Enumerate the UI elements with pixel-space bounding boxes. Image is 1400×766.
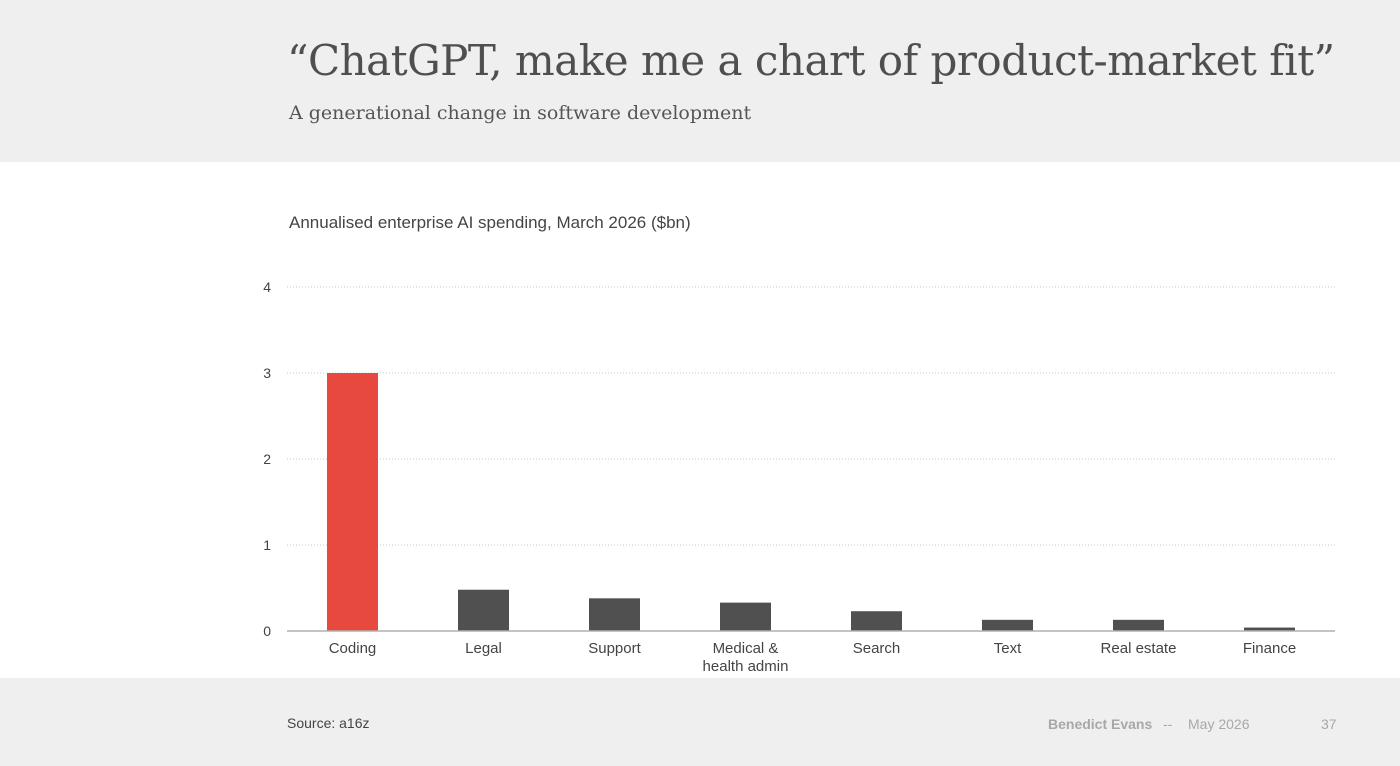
x-category-label: Legal (465, 640, 502, 657)
x-category-label: Medical & (713, 640, 779, 657)
page-number: 37 (1321, 716, 1337, 732)
chart-title: Annualised enterprise AI spending, March… (289, 213, 691, 232)
bar (458, 589, 509, 631)
x-category-label: Text (994, 640, 1022, 657)
y-tick-label: 0 (263, 623, 271, 639)
x-category-label: Finance (1243, 640, 1296, 657)
x-axis-labels: Coding Legal Support Medical &health admin S… (329, 640, 1296, 675)
footer-date: May 2026 (1188, 716, 1250, 732)
source-note: Source: a16z (287, 715, 370, 731)
bar (327, 373, 378, 631)
slide-subtitle: A generational change in software develo… (289, 102, 752, 124)
footer-author: Benedict Evans (1048, 716, 1153, 732)
bar (1244, 627, 1295, 631)
x-category-label: Support (588, 640, 641, 657)
x-category-label: Search (853, 640, 901, 657)
y-tick-label: 2 (263, 451, 271, 467)
footer-band (0, 678, 1400, 766)
header-band (0, 0, 1400, 162)
bar (982, 619, 1033, 631)
bars (327, 373, 1295, 631)
x-category-label: Coding (329, 640, 377, 657)
slide-title: “ChatGPT, make me a chart of product-mar… (287, 36, 1335, 85)
y-tick-label: 1 (263, 537, 271, 553)
bar (589, 598, 640, 631)
bar (1113, 619, 1164, 631)
bar (720, 602, 771, 631)
y-tick-label: 3 (263, 365, 271, 381)
bar (851, 611, 902, 631)
y-axis-ticks: 0 1 2 3 4 (263, 279, 271, 639)
grid-lines (287, 286, 1335, 546)
bar-chart: 0 1 2 3 4 Coding Legal Support Medical &health … (263, 279, 1335, 675)
x-category-label: health admin (703, 658, 789, 675)
footer-separator: -- (1163, 716, 1173, 732)
x-category-label: Real estate (1101, 640, 1177, 657)
y-tick-label: 4 (263, 279, 271, 295)
